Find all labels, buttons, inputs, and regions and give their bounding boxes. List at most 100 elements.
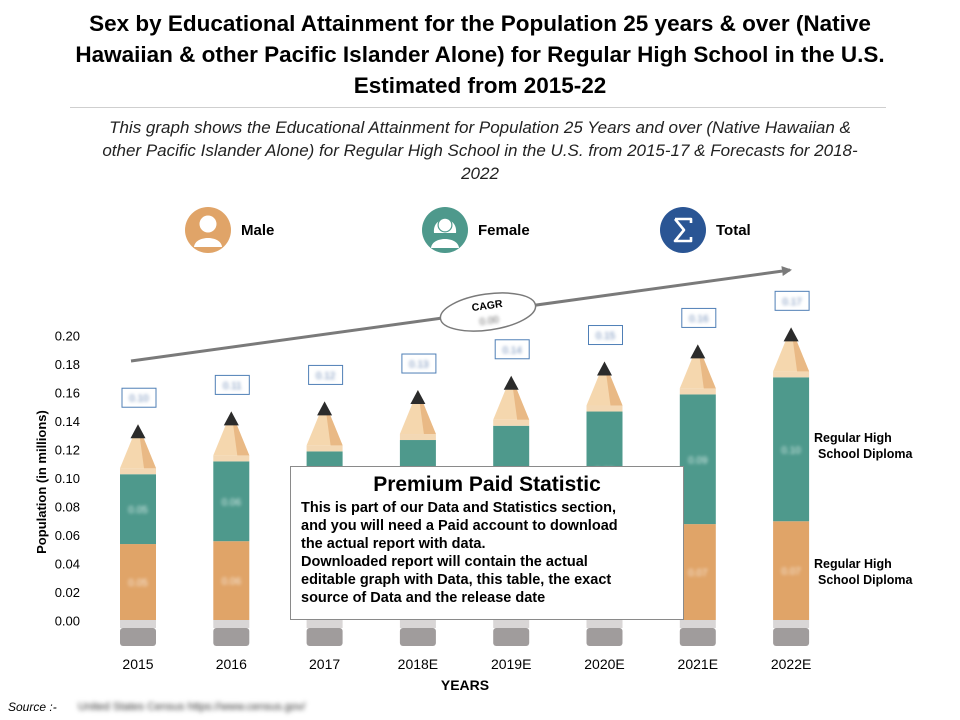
bar-segment-2016-series-1 bbox=[213, 541, 250, 620]
pencil-collar bbox=[213, 455, 250, 462]
pencil-collar bbox=[306, 445, 343, 452]
x-tick-label: 2017 bbox=[309, 656, 340, 672]
y-tick-label: 0.02 bbox=[55, 585, 80, 600]
y-tick-label: 0.00 bbox=[55, 614, 80, 629]
y-tick-label: 0.08 bbox=[55, 500, 80, 515]
annotation-line: Regular High bbox=[814, 557, 892, 571]
chart-subtitle: This graph shows the Educational Attainm… bbox=[102, 118, 858, 183]
pencil-lead bbox=[690, 344, 706, 359]
y-tick-label: 0.12 bbox=[55, 443, 80, 458]
y-tick-label: 0.20 bbox=[55, 329, 80, 344]
bar-segment-2021E-series-2 bbox=[679, 394, 716, 525]
premium-line: This is part of our Data and Statistics … bbox=[301, 500, 617, 516]
total-label: 0.14 bbox=[502, 345, 522, 356]
premium-statistic-overlay: Premium Paid Statistic This is part of o… bbox=[290, 466, 684, 620]
pencil-eraser bbox=[213, 628, 250, 646]
annotation-line: School Diploma bbox=[818, 447, 914, 461]
pencil-lead bbox=[783, 327, 799, 342]
premium-line: and you will need a Paid account to down… bbox=[301, 518, 618, 534]
pencil-lead bbox=[503, 375, 519, 390]
premium-title: Premium Paid Statistic bbox=[373, 473, 601, 496]
data-label-series-1: 0.07 bbox=[688, 568, 708, 579]
series-annotation-top: Regular High School Diploma bbox=[814, 431, 914, 461]
pencil-eraser bbox=[493, 628, 530, 646]
pencil-collar bbox=[399, 434, 436, 441]
male-person-icon bbox=[185, 207, 231, 253]
legend-item-total: Total bbox=[660, 207, 751, 253]
bar-segment-2022E-series-2 bbox=[773, 377, 810, 522]
pencil-eraser bbox=[306, 628, 343, 646]
cagr-value: 0.00 bbox=[479, 315, 500, 329]
annotation-line: Regular High bbox=[814, 431, 892, 445]
chart-title: Sex by Educational Attainment for the Po… bbox=[75, 11, 885, 98]
pencil-eraser bbox=[120, 628, 156, 646]
series-annotation-bottom: Regular High School Diploma bbox=[814, 557, 914, 587]
y-axis-label: Population (in millions) bbox=[34, 410, 49, 554]
pencil-eraser bbox=[586, 628, 623, 646]
total-label: 0.12 bbox=[316, 371, 336, 382]
pencil-collar bbox=[679, 388, 716, 395]
data-label-series-1: 0.07 bbox=[781, 567, 801, 578]
y-tick-label: 0.16 bbox=[55, 386, 80, 401]
pencil-collar bbox=[120, 468, 156, 475]
total-label-box bbox=[494, 339, 530, 360]
y-tick-label: 0.04 bbox=[55, 557, 80, 572]
pencil-ferrule bbox=[399, 620, 436, 628]
pencil-lead bbox=[597, 361, 612, 376]
bar-segment-2015-series-1 bbox=[120, 544, 156, 620]
title-divider bbox=[70, 107, 886, 108]
x-tick-label: 2019E bbox=[491, 656, 531, 672]
x-axis-label: YEARS bbox=[441, 677, 489, 693]
data-label-series-2: 0.05 bbox=[128, 505, 148, 516]
pencil-collar bbox=[773, 371, 810, 378]
y-tick-label: 0.06 bbox=[55, 528, 80, 543]
data-label-series-2: 0.09 bbox=[688, 455, 708, 466]
premium-line: Downloaded report will contain the actua… bbox=[301, 554, 588, 570]
pencil-ferrule bbox=[773, 620, 810, 628]
total-label-box bbox=[681, 307, 717, 328]
x-tick-label: 2016 bbox=[216, 656, 247, 672]
pencil-ferrule bbox=[213, 620, 250, 628]
pencil-ferrule bbox=[120, 620, 156, 628]
total-label-box bbox=[774, 290, 810, 311]
pencil-ferrule bbox=[493, 620, 530, 628]
pencil-lead bbox=[223, 411, 239, 426]
pencil-eraser bbox=[773, 628, 810, 646]
x-tick-label: 2018E bbox=[398, 656, 438, 672]
pencil-ferrule bbox=[586, 620, 623, 628]
total-label: 0.10 bbox=[129, 394, 149, 405]
total-label-box bbox=[401, 353, 437, 374]
premium-description: This is part of our Data and Statistics … bbox=[301, 499, 673, 607]
total-label: 0.16 bbox=[689, 314, 709, 325]
cagr-label: CAGR bbox=[471, 298, 504, 314]
premium-line: source of Data and the release date bbox=[301, 590, 546, 606]
premium-line: editable graph with Data, this table, th… bbox=[301, 572, 612, 588]
source-value: United States Census https://www.census.… bbox=[78, 701, 306, 713]
source-label: Source :- bbox=[8, 700, 57, 714]
cagr-ellipse bbox=[439, 292, 537, 332]
premium-line: the actual report with data. bbox=[301, 536, 486, 552]
total-label-box bbox=[308, 364, 344, 385]
pencil-eraser bbox=[399, 628, 436, 646]
bar-segment-2015-series-2 bbox=[120, 474, 156, 545]
pencil-lead bbox=[410, 390, 426, 405]
total-label: 0.15 bbox=[596, 331, 616, 342]
bar-segment-2021E-series-1 bbox=[679, 524, 716, 620]
female-person-icon bbox=[422, 207, 468, 253]
pencil-lead bbox=[317, 401, 333, 416]
pencil-collar bbox=[586, 405, 623, 412]
x-tick-label: 2021E bbox=[678, 656, 718, 672]
pencil-ferrule bbox=[306, 620, 343, 628]
data-label-series-1: 0.05 bbox=[128, 578, 148, 589]
legend-label-total: Total bbox=[716, 221, 751, 239]
legend-label-female: Female bbox=[478, 221, 530, 239]
data-label-series-2: 0.06 bbox=[222, 497, 242, 508]
x-tick-label: 2022E bbox=[771, 656, 811, 672]
pencil-eraser bbox=[679, 628, 716, 646]
total-label: 0.11 bbox=[223, 381, 242, 392]
x-tick-label: 2015 bbox=[122, 656, 153, 672]
pencil-lead bbox=[130, 424, 146, 439]
y-tick-label: 0.10 bbox=[55, 471, 80, 486]
data-label-series-1: 0.06 bbox=[222, 577, 242, 588]
bar-segment-2022E-series-1 bbox=[773, 521, 810, 620]
